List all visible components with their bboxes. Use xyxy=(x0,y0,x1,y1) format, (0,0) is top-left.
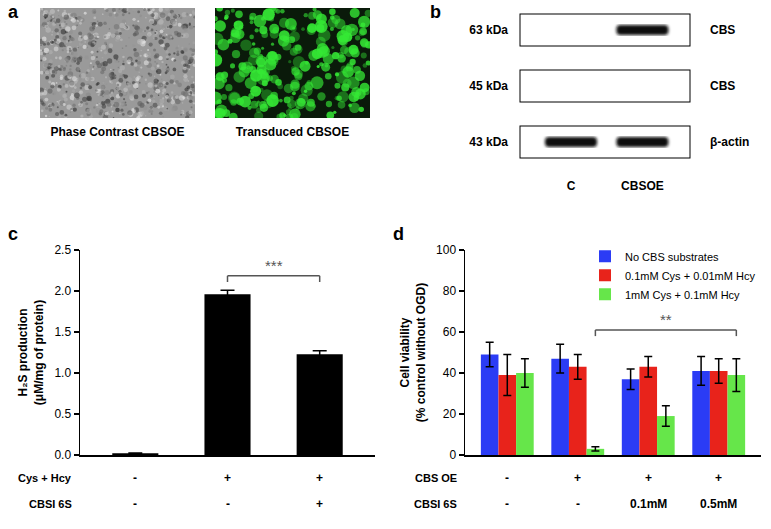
svg-text:CBSI 6S: CBSI 6S xyxy=(414,498,457,510)
html-text:d: d xyxy=(393,224,404,244)
svg-text:-: - xyxy=(576,497,580,511)
svg-text:CBS OE: CBS OE xyxy=(415,472,457,484)
svg-text:***: *** xyxy=(265,257,283,274)
svg-text:Cell viability(% control witho: Cell viability(% control without OGD) xyxy=(398,283,428,422)
svg-text:CBS: CBS xyxy=(710,79,735,93)
svg-text:+: + xyxy=(316,497,323,511)
svg-text:1.0: 1.0 xyxy=(54,366,71,380)
svg-text:CBS: CBS xyxy=(710,23,735,37)
html-text:c: c xyxy=(8,224,18,244)
svg-text:100: 100 xyxy=(436,243,456,257)
svg-text:20: 20 xyxy=(443,407,457,421)
svg-text:+: + xyxy=(316,471,323,485)
svg-text:-: - xyxy=(505,497,509,511)
svg-text:H₂S production(μM/mg of protei: H₂S production(μM/mg of protein) xyxy=(16,300,46,405)
html-text:Phase Contrast CBSOE: Phase Contrast CBSOE xyxy=(50,125,185,139)
svg-text:0.1mM: 0.1mM xyxy=(630,497,667,511)
svg-text:0.0: 0.0 xyxy=(54,448,71,462)
svg-text:0.5: 0.5 xyxy=(54,407,71,421)
svg-text:-: - xyxy=(133,497,137,511)
svg-text:40: 40 xyxy=(443,366,457,380)
svg-text:60: 60 xyxy=(443,325,457,339)
svg-text:CBSI 6S: CBSI 6S xyxy=(29,498,72,510)
svg-text:+: + xyxy=(715,471,722,485)
svg-text:2.0: 2.0 xyxy=(54,284,71,298)
html-text:Transduced CBSOE: Transduced CBSOE xyxy=(235,125,350,139)
svg-text:Cys + Hcy: Cys + Hcy xyxy=(18,472,72,484)
svg-text:CBSOE: CBSOE xyxy=(621,179,664,193)
svg-text:No CBS substrates: No CBS substrates xyxy=(625,251,719,263)
svg-text:63 kDa: 63 kDa xyxy=(469,23,508,37)
svg-text:45 kDa: 45 kDa xyxy=(469,79,508,93)
svg-text:+: + xyxy=(224,471,231,485)
svg-text:+: + xyxy=(645,471,652,485)
svg-text:1mM Cys + 0.1mM Hcy: 1mM Cys + 0.1mM Hcy xyxy=(625,289,740,301)
svg-text:80: 80 xyxy=(443,284,457,298)
svg-text:**: ** xyxy=(660,311,672,328)
html-text:b: b xyxy=(430,2,441,22)
svg-text:2.5: 2.5 xyxy=(54,243,71,257)
svg-text:0: 0 xyxy=(449,448,456,462)
svg-text:1.5: 1.5 xyxy=(54,325,71,339)
html-text:a: a xyxy=(8,2,18,22)
svg-text:-: - xyxy=(133,471,137,485)
svg-text:-: - xyxy=(505,471,509,485)
svg-text:C: C xyxy=(567,179,576,193)
svg-text:-: - xyxy=(226,497,230,511)
svg-text:0.1mM Cys + 0.01mM Hcy: 0.1mM Cys + 0.01mM Hcy xyxy=(625,270,755,282)
svg-text:+: + xyxy=(574,471,581,485)
svg-text:0.5mM: 0.5mM xyxy=(700,497,737,511)
svg-text:β-actin: β-actin xyxy=(710,135,749,149)
svg-text:43 kDa: 43 kDa xyxy=(469,135,508,149)
